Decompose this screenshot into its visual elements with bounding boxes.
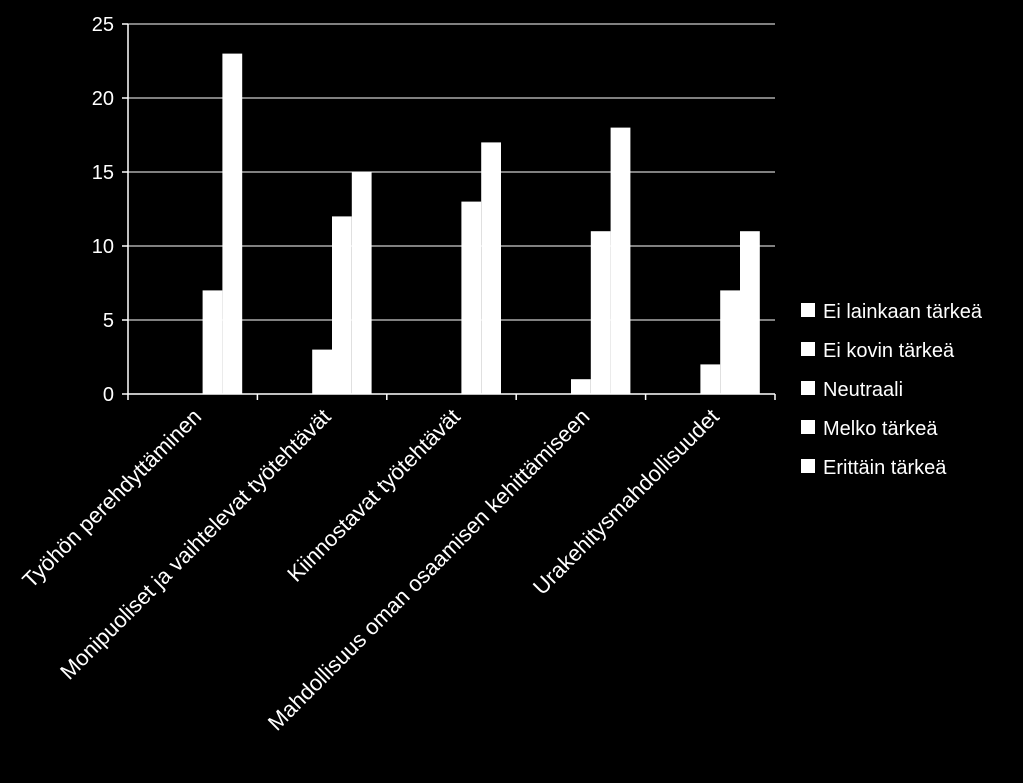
bar — [740, 231, 760, 394]
y-tick-labels: 0 5 10 15 20 25 — [92, 14, 114, 406]
bar — [351, 172, 372, 394]
bars — [202, 53, 760, 394]
bar — [202, 290, 223, 394]
bar — [222, 53, 243, 394]
y-tick-label: 20 — [92, 88, 114, 110]
legend-item: Erittäin tärkeä — [801, 457, 947, 479]
bar — [720, 290, 740, 394]
y-tick-label: 25 — [92, 14, 114, 36]
legend-label: Erittäin tärkeä — [823, 457, 947, 479]
legend-item: Ei kovin tärkeä — [801, 340, 955, 362]
y-tick-label: 0 — [103, 384, 114, 406]
bar — [590, 231, 611, 394]
x-tick-label: Monipuoliset ja vaihtelevat työtehtävät — [55, 404, 336, 685]
y-tick-label: 10 — [92, 236, 114, 258]
legend-swatch — [801, 381, 815, 395]
bar — [312, 349, 332, 394]
legend: Ei lainkaan tärkeä Ei kovin tärkeä Neutraa… — [801, 301, 983, 479]
bar — [700, 364, 721, 394]
bar — [332, 216, 352, 394]
y-tick-label: 5 — [103, 310, 114, 332]
legend-swatch — [801, 459, 815, 473]
bar — [461, 201, 482, 394]
legend-label: Ei lainkaan tärkeä — [823, 301, 983, 323]
legend-item: Ei lainkaan tärkeä — [801, 301, 983, 323]
axes — [122, 23, 776, 400]
bar — [610, 127, 631, 394]
legend-item: Melko tärkeä — [801, 418, 938, 440]
legend-label: Melko tärkeä — [823, 418, 938, 440]
legend-label: Ei kovin tärkeä — [823, 340, 955, 362]
bar — [481, 142, 501, 394]
legend-swatch — [801, 303, 815, 317]
bar — [571, 379, 591, 394]
legend-swatch — [801, 342, 815, 356]
legend-label: Neutraali — [823, 379, 903, 401]
y-tick-label: 15 — [92, 162, 114, 184]
legend-swatch — [801, 420, 815, 434]
legend-item: Neutraali — [801, 379, 903, 401]
